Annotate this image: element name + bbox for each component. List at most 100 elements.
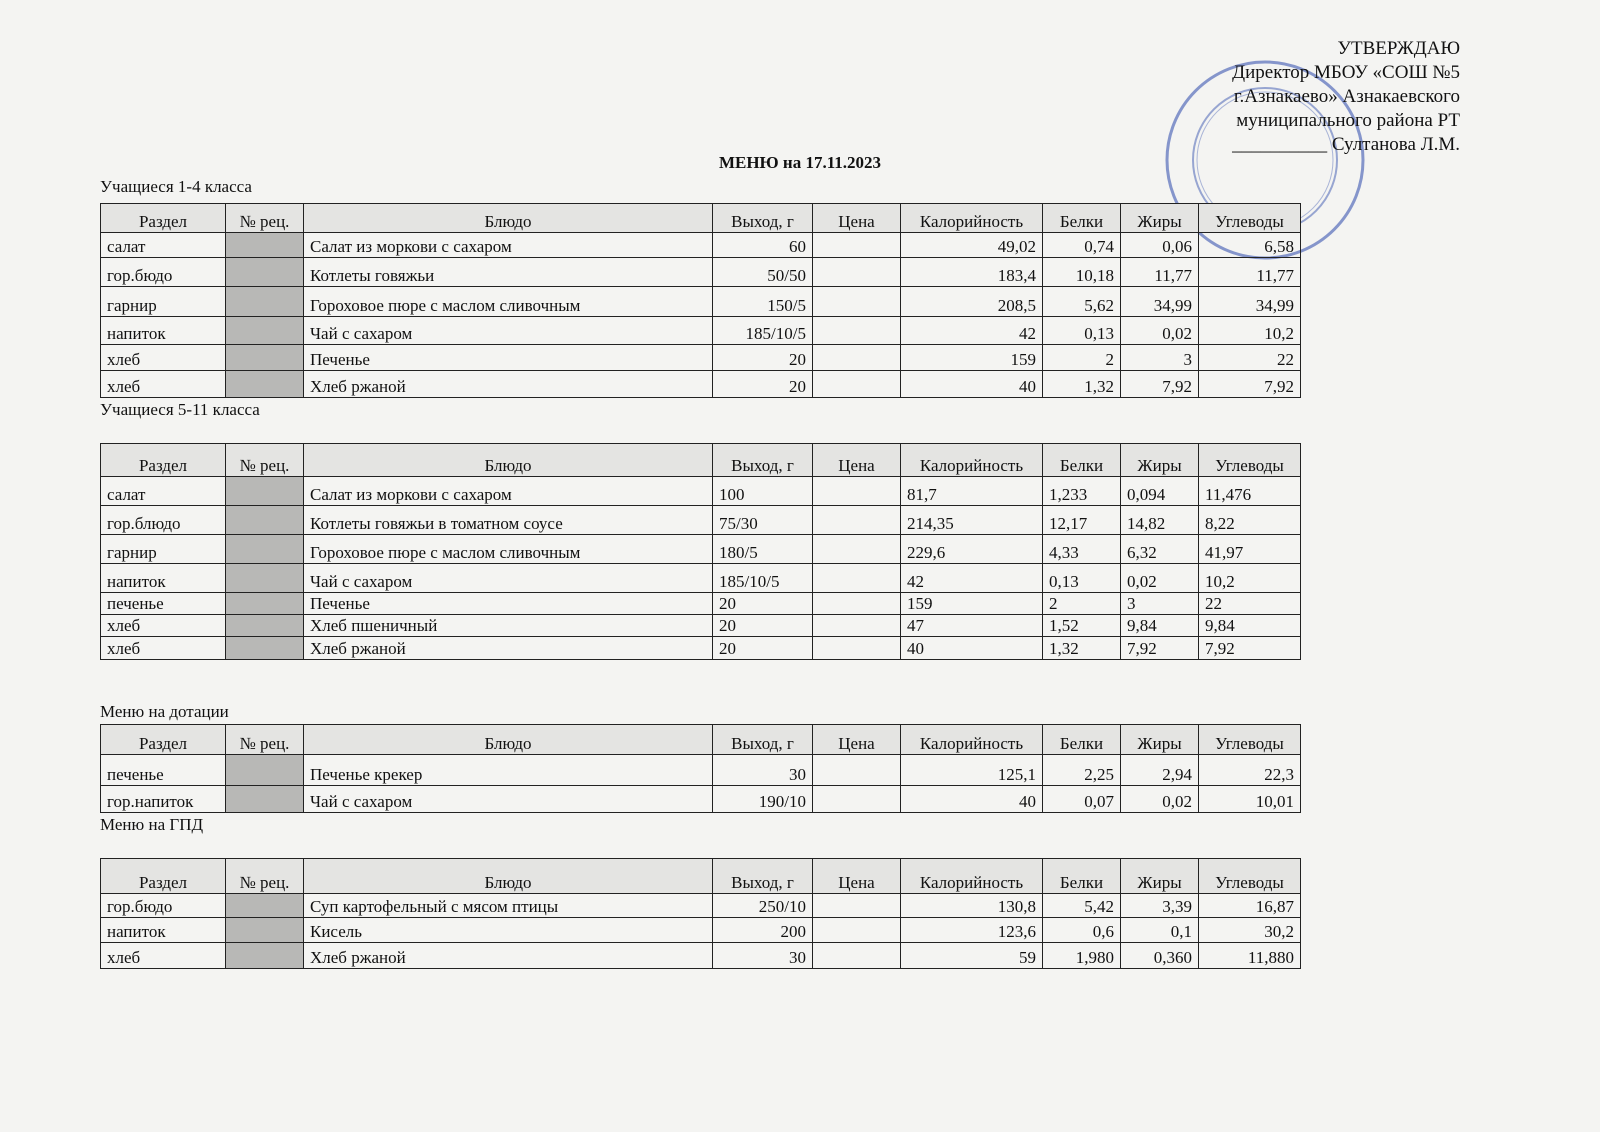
table-cell: 40	[900, 636, 1043, 660]
table-cell: 125,1	[900, 754, 1043, 786]
table-cell: 10,18	[1042, 257, 1121, 287]
column-header: Белки	[1042, 858, 1121, 894]
table-cell: Кисель	[303, 917, 713, 943]
column-header: Выход, г	[712, 443, 813, 477]
table-cell: 9,84	[1120, 614, 1199, 637]
table-cell: 42	[900, 316, 1043, 345]
table-cell: 0,13	[1042, 563, 1121, 593]
column-header: Углеводы	[1198, 858, 1301, 894]
column-header: Белки	[1042, 724, 1121, 755]
table-cell: 11,880	[1198, 942, 1301, 969]
column-header: Раздел	[100, 443, 226, 477]
table-cell: 16,87	[1198, 893, 1301, 918]
table-cell: 0,02	[1120, 316, 1199, 345]
table-cell: 42	[900, 563, 1043, 593]
table-cell: 30,2	[1198, 917, 1301, 943]
empty-cell	[225, 370, 304, 398]
table-cell: хлеб	[100, 614, 226, 637]
column-header: Белки	[1042, 203, 1121, 233]
table-cell: Котлеты говяжьи в томатном соусе	[303, 505, 713, 535]
column-header: Раздел	[100, 724, 226, 755]
table-cell: 185/10/5	[712, 563, 813, 593]
table-cell: 20	[712, 636, 813, 660]
empty-cell	[812, 257, 901, 287]
table-cell: 0,13	[1042, 316, 1121, 345]
table-cell: Салат из моркови с сахаром	[303, 232, 713, 258]
column-header: Раздел	[100, 858, 226, 894]
approval-line: __________ Султанова Л.М.	[1232, 134, 1460, 155]
empty-cell	[225, 917, 304, 943]
column-header: Цена	[812, 858, 901, 894]
table-cell: 11,77	[1198, 257, 1301, 287]
table-cell: 0,02	[1120, 563, 1199, 593]
column-header: № рец.	[225, 858, 304, 894]
table-cell: 34,99	[1120, 286, 1199, 317]
empty-cell	[812, 893, 901, 918]
column-header: Цена	[812, 724, 901, 755]
table-caption: Меню на дотации	[100, 702, 229, 721]
column-header: Белки	[1042, 443, 1121, 477]
column-header: Углеводы	[1198, 724, 1301, 755]
table-cell: 34,99	[1198, 286, 1301, 317]
column-header: Блюдо	[303, 203, 713, 233]
table-cell: Печенье	[303, 344, 713, 371]
table-cell: 7,92	[1120, 636, 1199, 660]
empty-cell	[812, 286, 901, 317]
column-header: № рец.	[225, 443, 304, 477]
table-cell: Печенье крекер	[303, 754, 713, 786]
column-header: Углеводы	[1198, 443, 1301, 477]
table-cell: гор.бюдо	[100, 893, 226, 918]
empty-cell	[225, 534, 304, 564]
column-header: Выход, г	[712, 203, 813, 233]
table-cell: гарнир	[100, 534, 226, 564]
table-cell: 7,92	[1198, 370, 1301, 398]
table-cell: Чай с сахаром	[303, 785, 713, 813]
empty-cell	[225, 636, 304, 660]
empty-cell	[812, 344, 901, 371]
table-cell: 47	[900, 614, 1043, 637]
empty-cell	[812, 505, 901, 535]
table-cell: 6,58	[1198, 232, 1301, 258]
table-cell: 14,82	[1120, 505, 1199, 535]
table-cell: напиток	[100, 316, 226, 345]
table-cell: 40	[900, 370, 1043, 398]
empty-cell	[812, 370, 901, 398]
table-cell: Чай с сахаром	[303, 316, 713, 345]
table-cell: 10,2	[1198, 316, 1301, 345]
approval-line: муниципального района РТ	[1236, 110, 1460, 131]
empty-cell	[812, 534, 901, 564]
table-cell: 1,52	[1042, 614, 1121, 637]
table-cell: 30	[712, 942, 813, 969]
empty-cell	[225, 614, 304, 637]
table-cell: 183,4	[900, 257, 1043, 287]
approval-line: г.Азнакаево» Азнакаевского	[1233, 86, 1460, 107]
table-cell: 81,7	[900, 476, 1043, 506]
empty-cell	[225, 893, 304, 918]
table-cell: 200	[712, 917, 813, 943]
column-header: Жиры	[1120, 858, 1199, 894]
table-cell: 150/5	[712, 286, 813, 317]
table-cell: 7,92	[1198, 636, 1301, 660]
table-cell: напиток	[100, 563, 226, 593]
table-cell: гор.блюдо	[100, 505, 226, 535]
column-header: Калорийность	[900, 724, 1043, 755]
table-cell: печенье	[100, 754, 226, 786]
approval-line: Директор МБОУ «СОШ №5	[1232, 62, 1460, 83]
table-cell: 50/50	[712, 257, 813, 287]
table-cell: 0,74	[1042, 232, 1121, 258]
table-cell: 190/10	[712, 785, 813, 813]
empty-cell	[225, 476, 304, 506]
table-cell: 2	[1042, 344, 1121, 371]
table-cell: 22	[1198, 592, 1301, 615]
table-cell: Котлеты говяжьи	[303, 257, 713, 287]
column-header: Углеводы	[1198, 203, 1301, 233]
table-cell: 180/5	[712, 534, 813, 564]
table-cell: 100	[712, 476, 813, 506]
empty-cell	[812, 917, 901, 943]
table-cell: 22	[1198, 344, 1301, 371]
table-cell: хлеб	[100, 636, 226, 660]
table-cell: Суп картофельный с мясом птицы	[303, 893, 713, 918]
empty-cell	[225, 286, 304, 317]
table-cell: 250/10	[712, 893, 813, 918]
table-cell: 5,62	[1042, 286, 1121, 317]
